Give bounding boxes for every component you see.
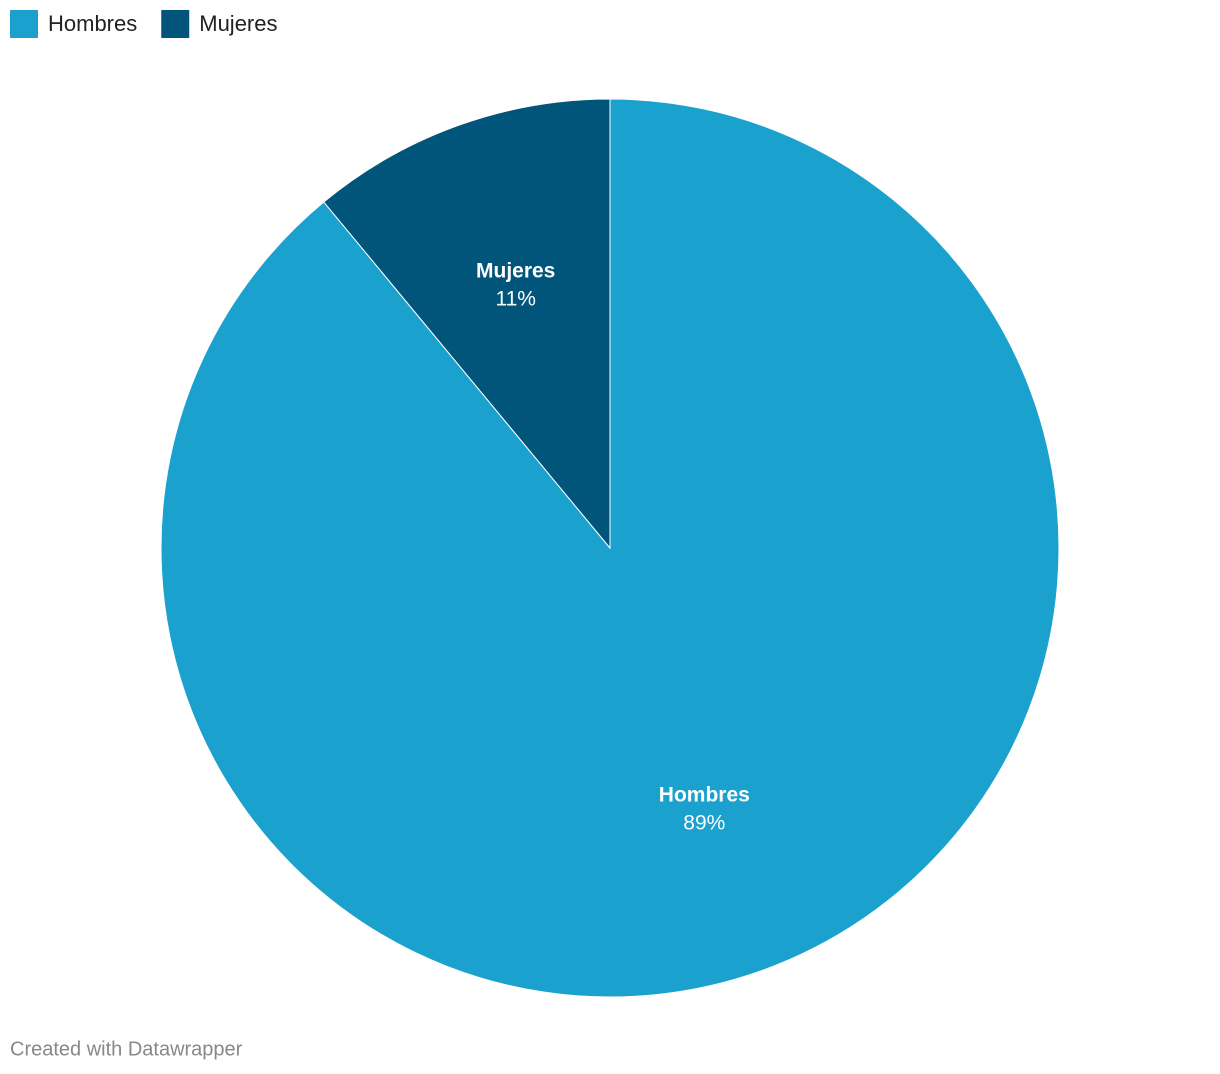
slice-value: 11% xyxy=(495,288,535,311)
legend-label: Hombres xyxy=(48,11,137,36)
slice-value: 89% xyxy=(683,811,725,834)
legend-swatch xyxy=(161,10,190,38)
slice-label: Mujeres xyxy=(476,260,555,283)
footer-credit: Created with Datawrapper xyxy=(10,1038,243,1060)
legend-swatch xyxy=(10,10,38,38)
legend-label: Mujeres xyxy=(199,11,277,36)
slice-label: Hombres xyxy=(659,783,750,806)
pie-slice xyxy=(323,98,611,550)
